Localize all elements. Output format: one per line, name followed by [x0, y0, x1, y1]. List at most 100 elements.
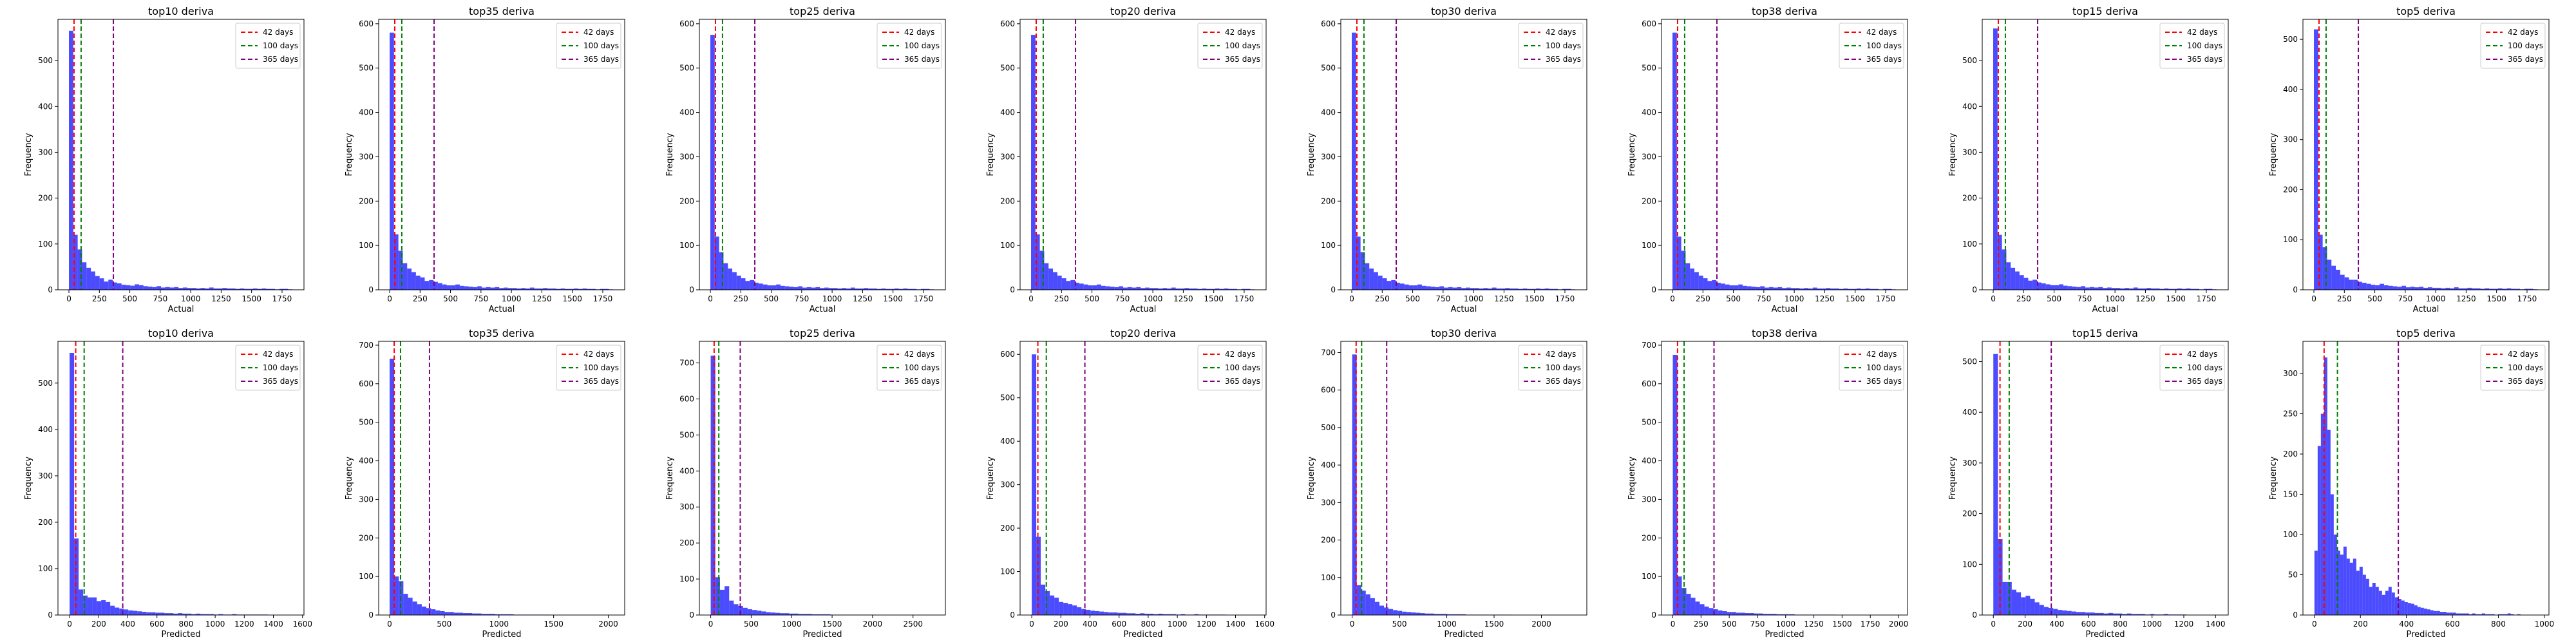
histogram-bar: [802, 287, 807, 290]
x-tick-label: 750: [2398, 294, 2412, 303]
histogram-bar: [2401, 600, 2405, 615]
x-tick-label: 500: [1084, 294, 1099, 303]
x-tick-label: 400: [2399, 620, 2414, 629]
histogram-bar: [1690, 598, 1696, 615]
histogram-bar: [2458, 288, 2463, 290]
histogram-bar: [2394, 597, 2398, 615]
plot-frame: [1340, 341, 1587, 616]
histogram-bar: [1068, 604, 1073, 615]
plot-frame: [1982, 19, 2229, 290]
histogram-bar: [79, 589, 84, 615]
histogram-bar: [2391, 592, 2395, 615]
y-axis-label: Frequency: [24, 457, 33, 500]
legend-label: 100 days: [1546, 363, 1581, 372]
histogram-bar: [415, 275, 421, 290]
histogram-bar: [1781, 614, 1786, 615]
histogram-bar: [1356, 236, 1361, 290]
x-tick-label: 0: [1991, 294, 1996, 303]
histogram-bar: [196, 613, 201, 615]
histogram-bar: [1149, 288, 1154, 290]
histogram-bar: [2113, 613, 2118, 615]
y-tick-label: 200: [679, 196, 694, 205]
histogram-bar: [2054, 285, 2060, 290]
histogram-bar: [2186, 288, 2191, 290]
histogram-bar: [398, 251, 403, 290]
x-tick-label: 1750: [2197, 294, 2217, 303]
y-tick-label: 100: [1642, 241, 1656, 250]
x-tick-label: 200: [2353, 620, 2368, 629]
histogram-bar: [2072, 287, 2077, 290]
legend-label: 100 days: [263, 41, 298, 50]
histogram-bar: [2353, 279, 2358, 290]
histogram-bar: [1072, 605, 1077, 615]
histogram-bar: [1713, 609, 1718, 615]
histogram-bar: [1374, 272, 1378, 290]
histogram-bar: [2071, 611, 2076, 615]
histogram-bar: [780, 285, 785, 290]
legend-label: 365 days: [1546, 377, 1581, 386]
histogram-bar: [1839, 289, 1844, 290]
y-tick-label: 400: [1962, 102, 1977, 111]
histogram-bar: [1712, 279, 1717, 290]
y-tick-label: 400: [1642, 108, 1656, 117]
histogram-bar: [811, 287, 816, 290]
histogram-bar: [2094, 612, 2099, 615]
legend-box: [1839, 23, 1904, 69]
x-tick-label: 1250: [532, 294, 552, 303]
histogram-bar: [88, 597, 93, 615]
histogram-bar: [815, 287, 820, 290]
histogram-bar: [1228, 289, 1233, 290]
histogram-bar: [1483, 288, 1488, 290]
histogram-bar: [2423, 287, 2429, 290]
histogram-bar: [850, 287, 855, 290]
histogram-bar: [2053, 609, 2058, 615]
y-tick-label: 300: [1000, 480, 1015, 489]
histogram-bar: [2317, 446, 2321, 615]
histogram-bar: [2478, 614, 2482, 615]
histogram-bar: [2150, 614, 2155, 615]
histogram-bar: [1817, 288, 1822, 290]
legend: 42 days 100 days 365 days: [2480, 23, 2546, 69]
histogram-bar: [2111, 288, 2116, 290]
histogram-bar: [252, 288, 258, 290]
legend-box: [876, 23, 942, 69]
x-tick-label: 1500: [562, 294, 582, 303]
histogram-bar: [2489, 289, 2494, 290]
histogram-bar: [2488, 614, 2492, 615]
histogram-bar: [2436, 611, 2440, 615]
y-tick-label: 0: [1331, 285, 1336, 294]
y-tick-label: 200: [679, 538, 694, 547]
histogram-bar: [2041, 283, 2046, 290]
legend: 42 days 100 days 365 days: [1518, 345, 1584, 391]
x-axis-label: Predicted: [1765, 630, 1804, 639]
histogram-bar: [1379, 605, 1384, 615]
histogram-bar: [2401, 285, 2406, 290]
histogram-bar: [776, 284, 781, 290]
histogram-bar: [2094, 287, 2099, 290]
histogram-bar: [1501, 288, 1506, 290]
histogram-bar: [1722, 611, 1727, 615]
x-tick-label: 1500: [1204, 294, 1224, 303]
histogram-bar: [1197, 289, 1202, 290]
histogram-bar: [2382, 594, 2385, 615]
histogram-bar: [1438, 614, 1443, 615]
histogram-bar: [2398, 599, 2401, 615]
histogram-bar: [1747, 286, 1752, 290]
histogram-bar: [1104, 612, 1109, 615]
x-tick-label: 800: [2113, 620, 2128, 629]
histogram-bar: [1399, 283, 1405, 290]
histogram-bar: [2414, 287, 2420, 290]
histogram-bar: [2383, 285, 2389, 290]
histogram-bar: [1448, 287, 1453, 290]
y-tick-label: 100: [38, 240, 53, 249]
histogram-bar: [872, 288, 877, 290]
histogram-bar: [1997, 234, 2002, 290]
histogram-bar: [1114, 287, 1119, 290]
y-tick-label: 500: [1642, 64, 1656, 73]
histogram-bar: [1057, 275, 1062, 290]
y-tick-label: 600: [1000, 350, 1015, 359]
histogram-bar: [2385, 591, 2389, 615]
x-axis-label: Predicted: [802, 630, 842, 639]
chart-panel-5: 0 250 500 750 1000 1250 1500 1750 0 100 200 300 400 5…: [1307, 5, 1587, 314]
histogram-bar: [808, 614, 813, 615]
